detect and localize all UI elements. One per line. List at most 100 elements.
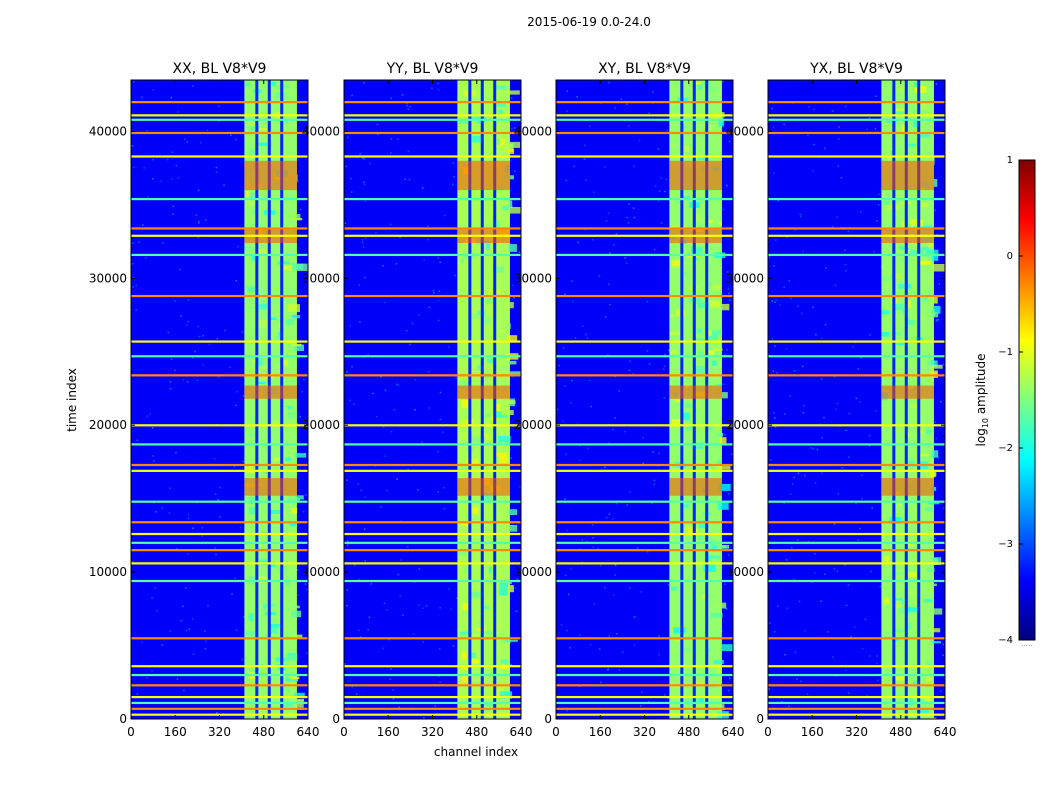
rfi-band-texture — [927, 242, 933, 248]
heatmap-noise — [868, 117, 871, 119]
rfi-band-texture — [712, 330, 722, 334]
flagged-time-row — [131, 637, 308, 640]
rfi-band-texture — [270, 562, 276, 567]
colorbar-tick-label: −3 — [998, 539, 1013, 550]
heatmap-noise — [351, 365, 353, 368]
strong-rfi-region — [244, 478, 297, 496]
heatmap-noise — [722, 81, 724, 83]
heatmap-noise — [438, 290, 441, 292]
heatmap-noise — [831, 110, 834, 112]
heatmap-noise — [855, 502, 857, 505]
rfi-band-texture — [508, 148, 515, 155]
panel-1: XX, BL V8*V9 0 160 320 480 640 0 10000 20000 3000… — [89, 61, 320, 739]
heatmap-noise — [187, 517, 190, 520]
heatmap-noise — [205, 640, 207, 642]
rfi-band-texture — [721, 644, 733, 651]
panel-title: XY, BL V8*V9 — [598, 61, 691, 77]
rfi-band-texture — [931, 641, 941, 644]
heatmap-noise — [844, 669, 847, 672]
heatmap-noise — [604, 316, 607, 318]
heatmap-noise — [351, 94, 353, 97]
heatmap-noise — [845, 429, 847, 432]
heatmap-noise — [663, 365, 666, 368]
heatmap-noise — [597, 547, 600, 550]
rfi-band-texture — [274, 337, 282, 341]
heatmap-noise — [866, 128, 868, 131]
heatmap-noise — [607, 81, 610, 84]
heatmap-noise — [188, 628, 190, 630]
rfi-band-texture — [277, 84, 291, 89]
flagged-time-row — [344, 253, 521, 257]
heatmap-noise — [845, 604, 848, 607]
heatmap-noise — [376, 123, 379, 126]
flagged-time-row — [344, 500, 521, 503]
rfi-band-texture — [670, 107, 679, 111]
heatmap-noise — [857, 368, 860, 370]
flagged-time-row — [344, 443, 521, 446]
rfi-band-texture — [909, 405, 919, 408]
heatmap-noise — [206, 129, 209, 131]
heatmap-noise — [235, 138, 237, 141]
rfi-band-texture — [488, 345, 492, 351]
rfi-band-texture — [717, 464, 731, 470]
heatmap-area — [556, 80, 733, 719]
heatmap-noise — [838, 126, 840, 128]
heatmap-noise — [642, 462, 644, 464]
flagged-time-row — [131, 707, 308, 710]
rfi-band-texture — [905, 460, 915, 467]
heatmap-noise — [359, 153, 361, 155]
panel-title: XX, BL V8*V9 — [173, 61, 267, 77]
flagged-time-row — [556, 355, 733, 358]
flagged-time-row — [131, 294, 308, 298]
heatmap-noise — [592, 239, 594, 241]
x-tick-label: 480 — [252, 725, 275, 739]
rfi-band-texture — [682, 412, 690, 421]
rfi-band-texture — [496, 138, 501, 146]
heatmap-noise — [392, 698, 395, 700]
heatmap-noise — [847, 230, 850, 233]
rfi-band-texture — [889, 572, 903, 575]
heatmap-noise — [812, 170, 814, 172]
rfi-band-texture — [461, 651, 467, 660]
rfi-band-texture — [472, 436, 486, 443]
rfi-band-texture — [926, 660, 934, 667]
heatmap-noise — [633, 216, 636, 219]
figure-suptitle: 2015-06-19 0.0-24.0 — [527, 15, 651, 29]
heatmap-noise — [848, 456, 850, 458]
heatmap-noise — [614, 574, 616, 576]
rfi-band-texture — [292, 634, 303, 639]
heatmap-noise — [615, 502, 618, 505]
flagged-time-row — [556, 131, 733, 135]
heatmap-noise — [172, 213, 174, 215]
heatmap-noise — [514, 587, 517, 589]
flagged-time-row — [556, 562, 733, 565]
heatmap-noise — [397, 138, 399, 141]
heatmap-noise — [452, 645, 455, 647]
heatmap-noise — [832, 225, 834, 228]
rfi-band-texture — [268, 317, 277, 320]
rfi-band-texture — [259, 366, 270, 370]
heatmap-noise — [155, 511, 157, 513]
heatmap-noise — [652, 451, 654, 453]
rfi-band-texture — [927, 501, 940, 505]
heatmap-noise — [813, 143, 815, 146]
flagged-time-row — [768, 340, 945, 343]
flagged-time-row — [131, 114, 308, 117]
rfi-band-texture — [681, 146, 690, 153]
heatmap-noise — [214, 547, 216, 549]
rfi-band-texture — [477, 188, 482, 194]
rfi-band-texture — [495, 85, 508, 90]
rfi-band-gap — [917, 80, 921, 719]
heatmap-noise — [589, 379, 591, 382]
heatmap-noise — [571, 280, 573, 282]
rfi-band-texture — [499, 582, 508, 590]
heatmap-noise — [218, 105, 220, 107]
heatmap-noise — [223, 184, 225, 186]
heatmap-noise — [437, 257, 439, 259]
heatmap-noise — [878, 193, 880, 196]
rfi-band-texture — [502, 144, 514, 152]
flagged-time-row — [768, 532, 945, 536]
heatmap-noise — [235, 629, 238, 631]
heatmap-noise — [516, 578, 519, 580]
heatmap-noise — [372, 392, 374, 395]
